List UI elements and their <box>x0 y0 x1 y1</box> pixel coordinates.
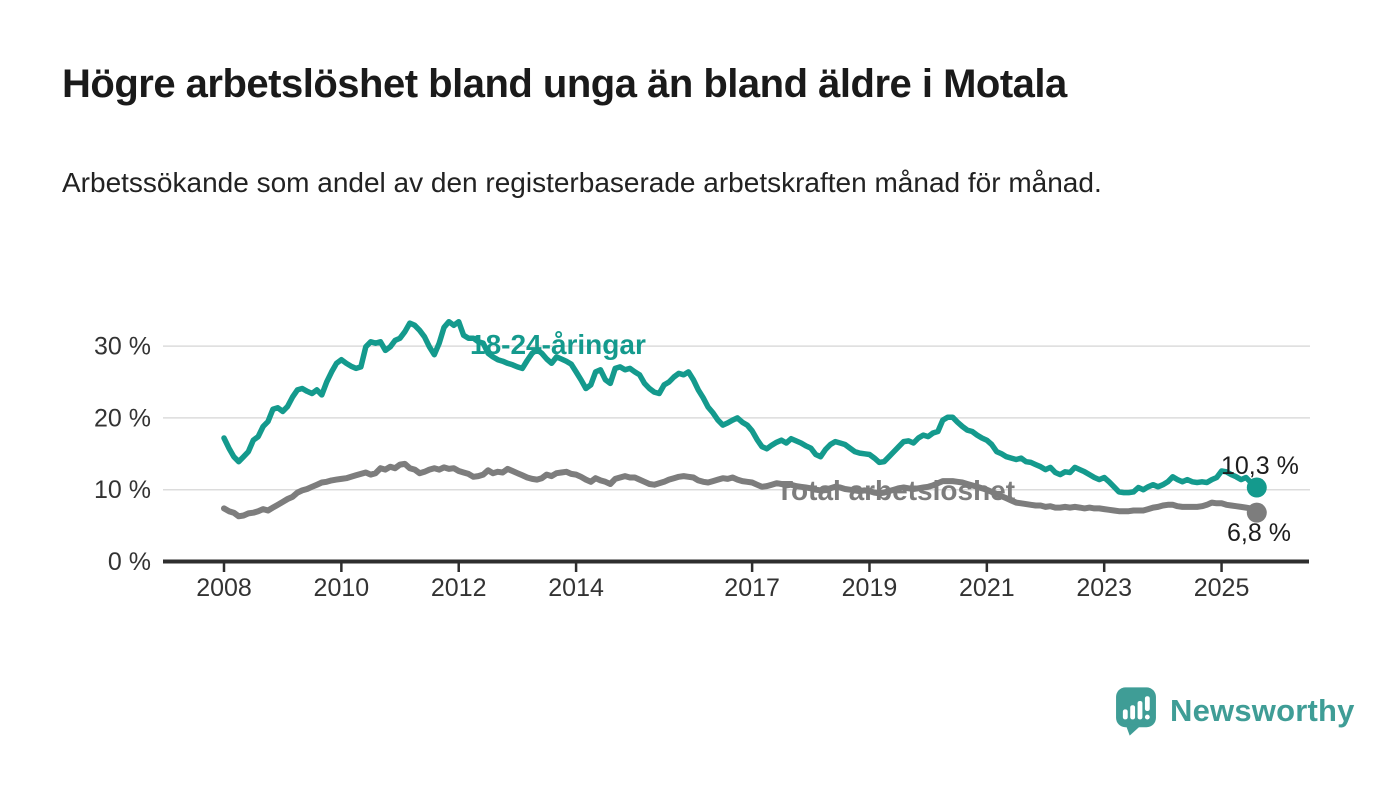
series-label-young: 18-24-åringar <box>470 329 646 360</box>
y-axis-labels: 30 % 20 % 10 % 0 % <box>94 333 151 576</box>
page-title: Högre arbetslöshet bland unga än bland ä… <box>62 62 1067 106</box>
x-tick-label: 2019 <box>842 574 898 602</box>
x-tick-label: 2010 <box>314 574 370 602</box>
series-line-young <box>221 318 1259 496</box>
series-label-total: Total arbetslöshet <box>776 475 1015 506</box>
newsworthy-logo-text: Newsworthy <box>1170 693 1355 728</box>
x-tick-label: 2025 <box>1194 574 1250 602</box>
y-tick-label: 0 % <box>108 548 151 576</box>
x-tick-label: 2021 <box>959 574 1015 602</box>
x-axis-ticks: 2008 2010 2012 2014 2017 2019 2021 2023 2025 <box>196 560 1249 602</box>
page-subtitle: Arbetssökande som andel av den registerb… <box>62 167 1102 198</box>
y-tick-label: 20 % <box>94 404 151 432</box>
newsworthy-logo: Newsworthy <box>1115 686 1355 736</box>
end-label-total: 6,8 % <box>1227 519 1291 547</box>
end-dot-young <box>1246 477 1267 498</box>
x-tick-label: 2014 <box>548 574 604 602</box>
y-tick-label: 30 % <box>94 333 151 361</box>
y-tick-label: 10 % <box>94 476 151 504</box>
end-dot-total <box>1246 502 1267 523</box>
end-label-young: 10,3 % <box>1221 452 1299 480</box>
x-tick-label: 2012 <box>431 574 487 602</box>
x-tick-label: 2008 <box>196 574 252 602</box>
newsworthy-logo-icon <box>1116 687 1156 736</box>
x-tick-label: 2017 <box>724 574 780 602</box>
series-line-total <box>221 460 1259 520</box>
x-tick-label: 2023 <box>1076 574 1132 602</box>
